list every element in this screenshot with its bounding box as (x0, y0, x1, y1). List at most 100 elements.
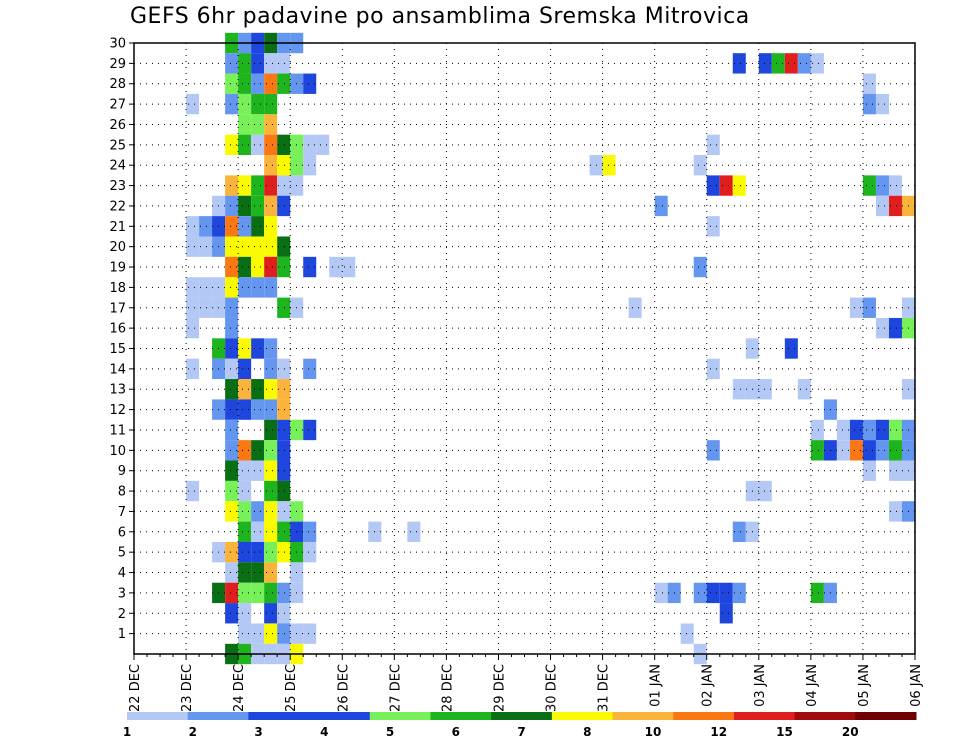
x-tick-label: 27 DEC (388, 664, 403, 712)
heat-cell (238, 73, 252, 94)
y-tick-label: 6 (118, 525, 126, 540)
heat-cell (264, 603, 278, 624)
heat-cell (602, 155, 616, 176)
heat-cell (303, 155, 317, 176)
heat-cell (251, 521, 265, 542)
x-tick-label: 22 DEC (128, 664, 143, 712)
heat-cell (277, 358, 291, 380)
heat-cell (225, 603, 239, 624)
heat-cell (251, 501, 265, 522)
heat-cell (225, 73, 239, 94)
heat-cell (849, 419, 863, 441)
heat-cell (251, 277, 265, 298)
heat-cell (186, 236, 200, 257)
heat-cell (186, 277, 200, 298)
heat-cell (277, 175, 291, 196)
heat-cell (277, 379, 291, 400)
y-tick-label: 15 (109, 342, 126, 357)
heat-cell (264, 379, 278, 400)
legend-label: 7 (517, 725, 525, 739)
heat-cell (277, 440, 291, 461)
heat-cell (316, 134, 330, 156)
heat-cell (251, 440, 265, 461)
heat-cell (238, 256, 252, 278)
legend-swatch (551, 712, 614, 720)
x-tick-label: 06 JAN (909, 664, 924, 707)
legend-swatch (127, 712, 189, 720)
heat-cell (706, 216, 720, 237)
heat-cell (342, 256, 356, 278)
y-tick-label: 21 (109, 220, 126, 235)
heat-cell (264, 114, 278, 135)
heat-cell (277, 419, 291, 441)
heat-cell (277, 73, 291, 94)
heat-cell (875, 419, 889, 441)
heat-cell (199, 236, 213, 257)
legend-swatch (673, 712, 735, 720)
heat-cell (277, 155, 291, 176)
heat-cell (264, 73, 278, 94)
heat-cell (225, 195, 239, 217)
heat-cell (264, 195, 278, 217)
heat-cell (225, 297, 239, 318)
heat-cell (264, 419, 278, 441)
heat-cell (810, 440, 824, 461)
x-tick-label: 24 DEC (232, 664, 247, 712)
heat-cell (199, 216, 213, 237)
heat-cell (199, 297, 213, 318)
y-tick-label: 1 (118, 627, 126, 642)
heat-cell (732, 582, 746, 604)
heat-cell (225, 582, 239, 604)
heat-cell (277, 623, 291, 644)
heat-cell (238, 480, 252, 502)
heat-cell (888, 317, 902, 339)
heat-cell (225, 175, 239, 196)
heat-cell (225, 480, 239, 502)
legend-swatch (855, 712, 917, 720)
heat-cell (251, 256, 265, 278)
heat-cell (251, 114, 265, 135)
heat-cell (264, 399, 278, 420)
heat-cell (264, 155, 278, 176)
heat-cell (862, 460, 876, 481)
heat-cell (732, 53, 746, 74)
heat-cell (238, 93, 252, 115)
heat-cell (264, 236, 278, 257)
legend-label: 5 (386, 725, 394, 739)
legend-label: 1 (123, 725, 131, 739)
heat-cell (238, 195, 252, 217)
heat-cell (719, 603, 733, 624)
x-tick-label: 31 DEC (597, 664, 612, 712)
heat-cell (836, 419, 850, 441)
heat-cell (251, 195, 265, 217)
heat-cell (225, 419, 239, 441)
heat-cell (251, 216, 265, 237)
heat-cell (277, 53, 291, 74)
heat-cell (875, 195, 889, 217)
x-tick-label: 04 JAN (805, 664, 820, 707)
heat-cell (264, 134, 278, 156)
heat-cell (238, 134, 252, 156)
heat-cell (225, 277, 239, 298)
heat-cell (225, 93, 239, 115)
heat-cell (329, 256, 343, 278)
heat-cell (277, 399, 291, 420)
heat-cell (888, 440, 902, 461)
heat-cell (784, 338, 798, 359)
heat-cell (810, 582, 824, 604)
heat-cell (797, 53, 811, 74)
y-tick-label: 17 (109, 301, 126, 316)
heat-cell (810, 53, 824, 74)
heat-cell (225, 541, 239, 563)
heat-cell (706, 582, 720, 604)
heat-cell (836, 440, 850, 461)
heat-cell (225, 440, 239, 461)
heat-cell (693, 155, 707, 176)
y-tick-label: 29 (109, 57, 126, 72)
heat-cell (264, 521, 278, 542)
legend-label: 6 (452, 725, 460, 739)
heat-cell (225, 379, 239, 400)
heat-cell (238, 440, 252, 461)
heat-cell (706, 440, 720, 461)
y-tick-label: 4 (118, 566, 126, 581)
